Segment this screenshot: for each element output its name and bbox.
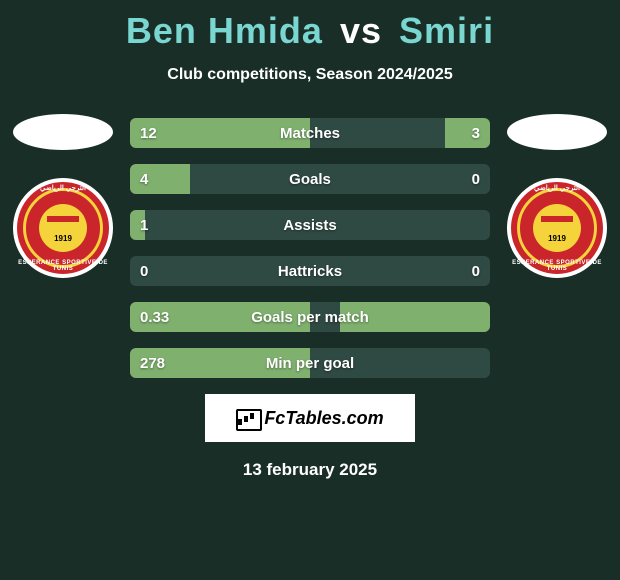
stat-value-right: 3: [472, 118, 480, 148]
stat-label: Matches: [130, 118, 490, 148]
player1-name: Ben Hmida: [126, 10, 323, 51]
stat-value-right: 0: [472, 164, 480, 194]
stat-label: Goals per match: [130, 302, 490, 332]
subtitle: Club competitions, Season 2024/2025: [0, 66, 620, 84]
badge-arabic-text: الترجي الرياضي: [507, 184, 607, 192]
watermark-text: FcTables.com: [264, 408, 383, 429]
player1-column: الترجي الرياضي 1919 ESPERANCE SPORTIVE D…: [8, 114, 118, 278]
watermark: FcTables.com: [205, 394, 415, 442]
badge-arabic-text: الترجي الرياضي: [13, 184, 113, 192]
player1-club-badge: الترجي الرياضي 1919 ESPERANCE SPORTIVE D…: [13, 178, 113, 278]
stat-label: Assists: [130, 210, 490, 240]
stats-container: 12Matches34Goals01Assists0Hattricks00.33…: [130, 114, 490, 378]
comparison-title: Ben Hmida vs Smiri: [0, 0, 620, 52]
stat-row: 12Matches3: [130, 118, 490, 148]
fctables-logo-icon: [236, 407, 258, 429]
player1-avatar-placeholder: [13, 114, 113, 150]
content: الترجي الرياضي 1919 ESPERANCE SPORTIVE D…: [0, 114, 620, 378]
badge-center: [533, 204, 581, 252]
stat-row: 0.33Goals per match: [130, 302, 490, 332]
stat-label: Hattricks: [130, 256, 490, 286]
player2-column: الترجي الرياضي 1919 ESPERANCE SPORTIVE D…: [502, 114, 612, 278]
date: 13 february 2025: [0, 460, 620, 480]
stat-label: Min per goal: [130, 348, 490, 378]
vs-text: vs: [340, 10, 382, 51]
stat-row: 1Assists: [130, 210, 490, 240]
badge-year: 1919: [507, 234, 607, 243]
badge-year: 1919: [13, 234, 113, 243]
badge-flag: [47, 216, 79, 222]
stat-row: 278Min per goal: [130, 348, 490, 378]
stat-value-right: 0: [472, 256, 480, 286]
badge-latin-text: ESPERANCE SPORTIVE DE TUNIS: [507, 260, 607, 272]
player2-avatar-placeholder: [507, 114, 607, 150]
stat-row: 4Goals0: [130, 164, 490, 194]
badge-center: [39, 204, 87, 252]
player2-club-badge: الترجي الرياضي 1919 ESPERANCE SPORTIVE D…: [507, 178, 607, 278]
badge-latin-text: ESPERANCE SPORTIVE DE TUNIS: [13, 260, 113, 272]
stat-row: 0Hattricks0: [130, 256, 490, 286]
stat-label: Goals: [130, 164, 490, 194]
badge-flag: [541, 216, 573, 222]
player2-name: Smiri: [399, 10, 494, 51]
